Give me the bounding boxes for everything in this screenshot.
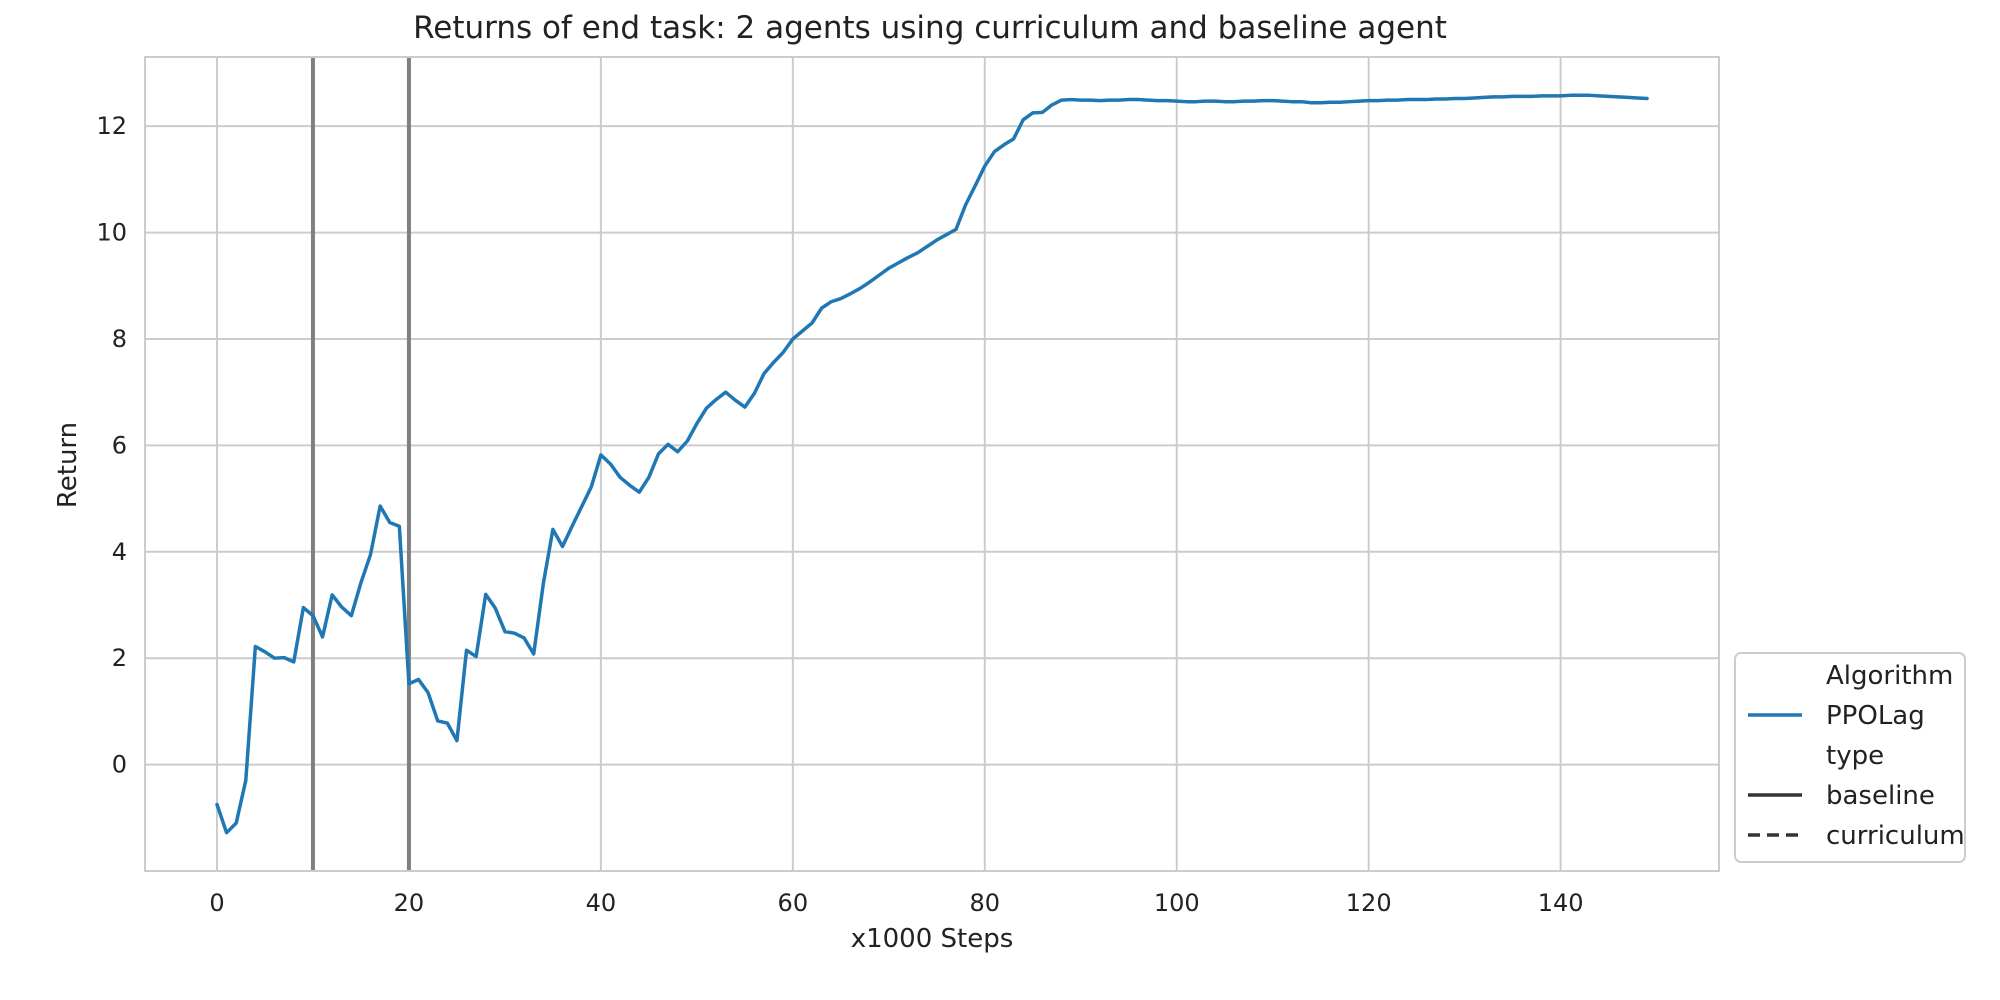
y-tick-label: 0 [112,751,127,779]
plot-frame [144,56,1720,872]
y-tick-label: 10 [96,219,127,247]
legend-label-type: type [1826,741,1884,771]
y-axis-ticks: 0 2 4 6 8 10 12 [96,112,127,778]
legend-label-curriculum: curriculum [1826,821,1965,851]
x-axis-title: x1000 Steps [851,924,1014,954]
x-tick-label: 0 [209,889,224,917]
x-tick-label: 20 [394,889,425,917]
reference-lines [310,57,411,871]
y-tick-label: 12 [96,112,127,140]
series-line-ppolag [215,93,1649,835]
y-tick-label: 2 [112,644,127,672]
series-group [215,93,1649,835]
x-tick-label: 40 [586,889,617,917]
y-tick-label: 8 [112,325,127,353]
x-tick-label: 80 [970,889,1001,917]
x-tick-label: 120 [1346,889,1392,917]
legend-label-baseline: baseline [1826,781,1935,811]
legend-label-ppolag: PPOLag [1826,701,1925,731]
plot-area [145,57,1719,871]
legend-box [1734,652,1966,863]
x-axis-ticks: 0 20 40 60 80 100 120 140 [209,889,1583,917]
y-axis-title: Return [53,422,83,508]
x-tick-label: 60 [778,889,809,917]
y-tick-label: 6 [112,431,127,459]
y-tick-label: 4 [112,538,127,566]
chart-title: Returns of end task: 2 agents using curr… [413,10,1447,46]
x-tick-label: 140 [1538,889,1584,917]
x-tick-label: 100 [1154,889,1200,917]
legend: Algorithm PPOLag type baseline curriculum [1734,652,1966,863]
legend-label-algorithm: Algorithm [1826,661,1953,691]
